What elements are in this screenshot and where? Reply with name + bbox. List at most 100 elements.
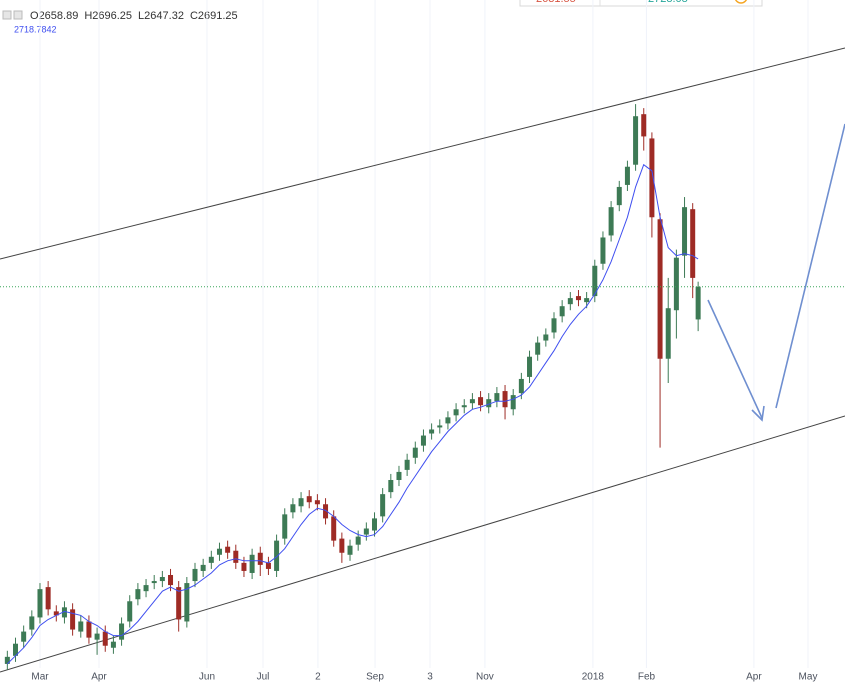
candle-body: [494, 393, 500, 402]
x-tick-label: May: [799, 672, 818, 683]
candle-body: [543, 334, 549, 341]
candle-body: [298, 498, 304, 507]
candle-body: [86, 621, 92, 638]
candle-body: [290, 504, 296, 513]
x-tick-label: Feb: [638, 672, 656, 683]
candle-body: [102, 631, 108, 646]
ohlc-value: 2647.32: [144, 10, 184, 22]
candle-body: [502, 391, 508, 408]
candle-body: [37, 589, 43, 618]
x-tick-label: 2: [315, 672, 321, 683]
channel-lower: [0, 415, 845, 673]
ohlc-value: 2696.25: [92, 10, 132, 22]
ohlc-header: O2658.89 H2696.25 L2647.32 C2691.25: [30, 10, 238, 22]
order-panel: 2631.55 2728.08: [519, 0, 763, 7]
candle-body: [404, 459, 410, 470]
ohlc-label: H: [84, 10, 92, 22]
candle-body: [200, 564, 206, 571]
candle-body: [396, 471, 402, 480]
candle-body: [665, 308, 671, 359]
projection-arrows: [707, 123, 845, 422]
candle-body: [567, 298, 573, 305]
candle-body: [94, 633, 100, 640]
candle-body: [127, 601, 133, 622]
panel-icon[interactable]: [734, 0, 748, 4]
legend-icons: [2, 10, 23, 20]
candle-body: [649, 138, 655, 218]
candle-body: [695, 286, 701, 320]
x-tick-label: Sep: [366, 672, 384, 683]
candle-body: [257, 552, 263, 565]
ohlc-label: C: [190, 10, 198, 22]
arrow-up: [775, 123, 845, 409]
candle-body: [21, 631, 27, 642]
ma-value: 2718.7842: [14, 24, 57, 34]
x-tick-label: Apr: [746, 672, 762, 683]
candle-body: [176, 587, 182, 620]
candle-body: [575, 296, 581, 301]
ohlc-value: 2658.89: [39, 10, 79, 22]
candle-body: [168, 574, 174, 586]
moving-average: [6, 163, 699, 665]
candle-body: [70, 609, 76, 630]
candle-body: [518, 378, 524, 394]
x-tick-label: Apr: [91, 672, 107, 683]
candle-body: [445, 417, 451, 424]
candle-body: [151, 581, 157, 584]
candle-body: [412, 447, 418, 458]
candle-body: [690, 209, 696, 278]
candle-body: [380, 494, 386, 517]
candle-body: [143, 585, 149, 592]
candle-body: [265, 562, 271, 569]
candle-body: [608, 207, 614, 236]
candle-body: [331, 516, 337, 541]
candle-body: [119, 623, 125, 640]
arrow-down: [707, 299, 763, 419]
candle-body: [274, 540, 280, 571]
candle-body: [429, 429, 435, 434]
candle-body: [233, 550, 239, 563]
candle-body: [437, 425, 443, 428]
candle-body: [624, 166, 630, 185]
ohlc-value: 2691.25: [198, 10, 238, 22]
candle-body: [78, 621, 84, 632]
candle-body: [192, 568, 198, 582]
candle-body: [241, 562, 247, 571]
candle-body: [110, 641, 116, 648]
candle-body: [184, 583, 190, 622]
candle-body: [559, 306, 565, 317]
candle-body: [584, 298, 590, 303]
candle-body: [371, 518, 377, 531]
order-panel-box: [519, 0, 763, 7]
x-tick-label: Nov: [476, 672, 494, 683]
candle-body: [4, 656, 10, 664]
candle-body: [216, 548, 222, 555]
x-tick-label: Jun: [199, 672, 215, 683]
candle-body: [469, 399, 475, 404]
candle-body: [535, 342, 541, 355]
ohlc-label: O: [30, 10, 39, 22]
candle-body: [225, 546, 231, 553]
candle-body: [478, 397, 484, 406]
candle-body: [61, 607, 67, 618]
candle-body: [363, 528, 369, 535]
icon[interactable]: [13, 10, 23, 20]
candle-body: [314, 500, 320, 505]
plot-area: [0, 104, 845, 670]
grid: [39, 0, 809, 668]
x-tick-label: 2018: [582, 672, 605, 683]
candle-body: [282, 514, 288, 539]
x-tick-label: Jul: [257, 672, 270, 683]
candle-body: [592, 265, 598, 297]
candle-body: [673, 257, 679, 311]
candle-body: [420, 435, 426, 446]
candle-body: [461, 405, 467, 408]
candle-body: [510, 395, 516, 410]
buy-price: 2728.08: [648, 0, 688, 5]
icon[interactable]: [2, 10, 12, 20]
candle-body: [486, 399, 492, 408]
candle-body: [527, 356, 533, 377]
arrow-head: [751, 405, 765, 422]
x-tick-label: Mar: [31, 672, 49, 683]
